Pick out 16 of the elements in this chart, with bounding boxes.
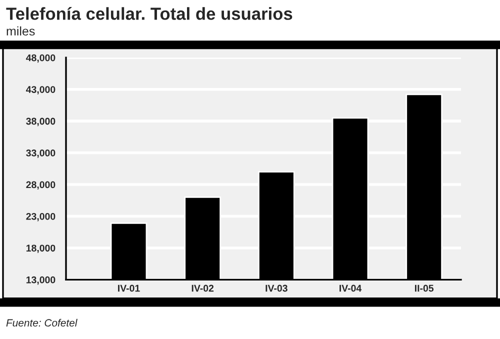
y-tick-label: 43,000: [26, 86, 56, 94]
x-tick-label: IV-03: [266, 284, 288, 292]
x-tick-label: IV-01: [118, 284, 140, 292]
chart-title: Telefonía celular. Total de usuarios: [6, 7, 292, 20]
x-tick-label: IV-04: [340, 284, 362, 292]
y-tick-label: 33,000: [26, 150, 56, 158]
source-note: Fuente: Cofetel: [6, 318, 78, 327]
y-tick-label: 38,000: [26, 118, 56, 126]
x-tick-label: II-05: [415, 284, 434, 292]
y-tick-label: 23,000: [26, 212, 56, 222]
y-tick-label: 18,000: [26, 244, 56, 253]
chart-subtitle: miles: [6, 26, 35, 36]
y-tick-label: 13,000: [26, 276, 56, 285]
y-tick-label: 48,000: [26, 54, 56, 63]
x-tick-label: IV-02: [192, 284, 214, 292]
y-tick-label: 28,000: [26, 181, 56, 190]
